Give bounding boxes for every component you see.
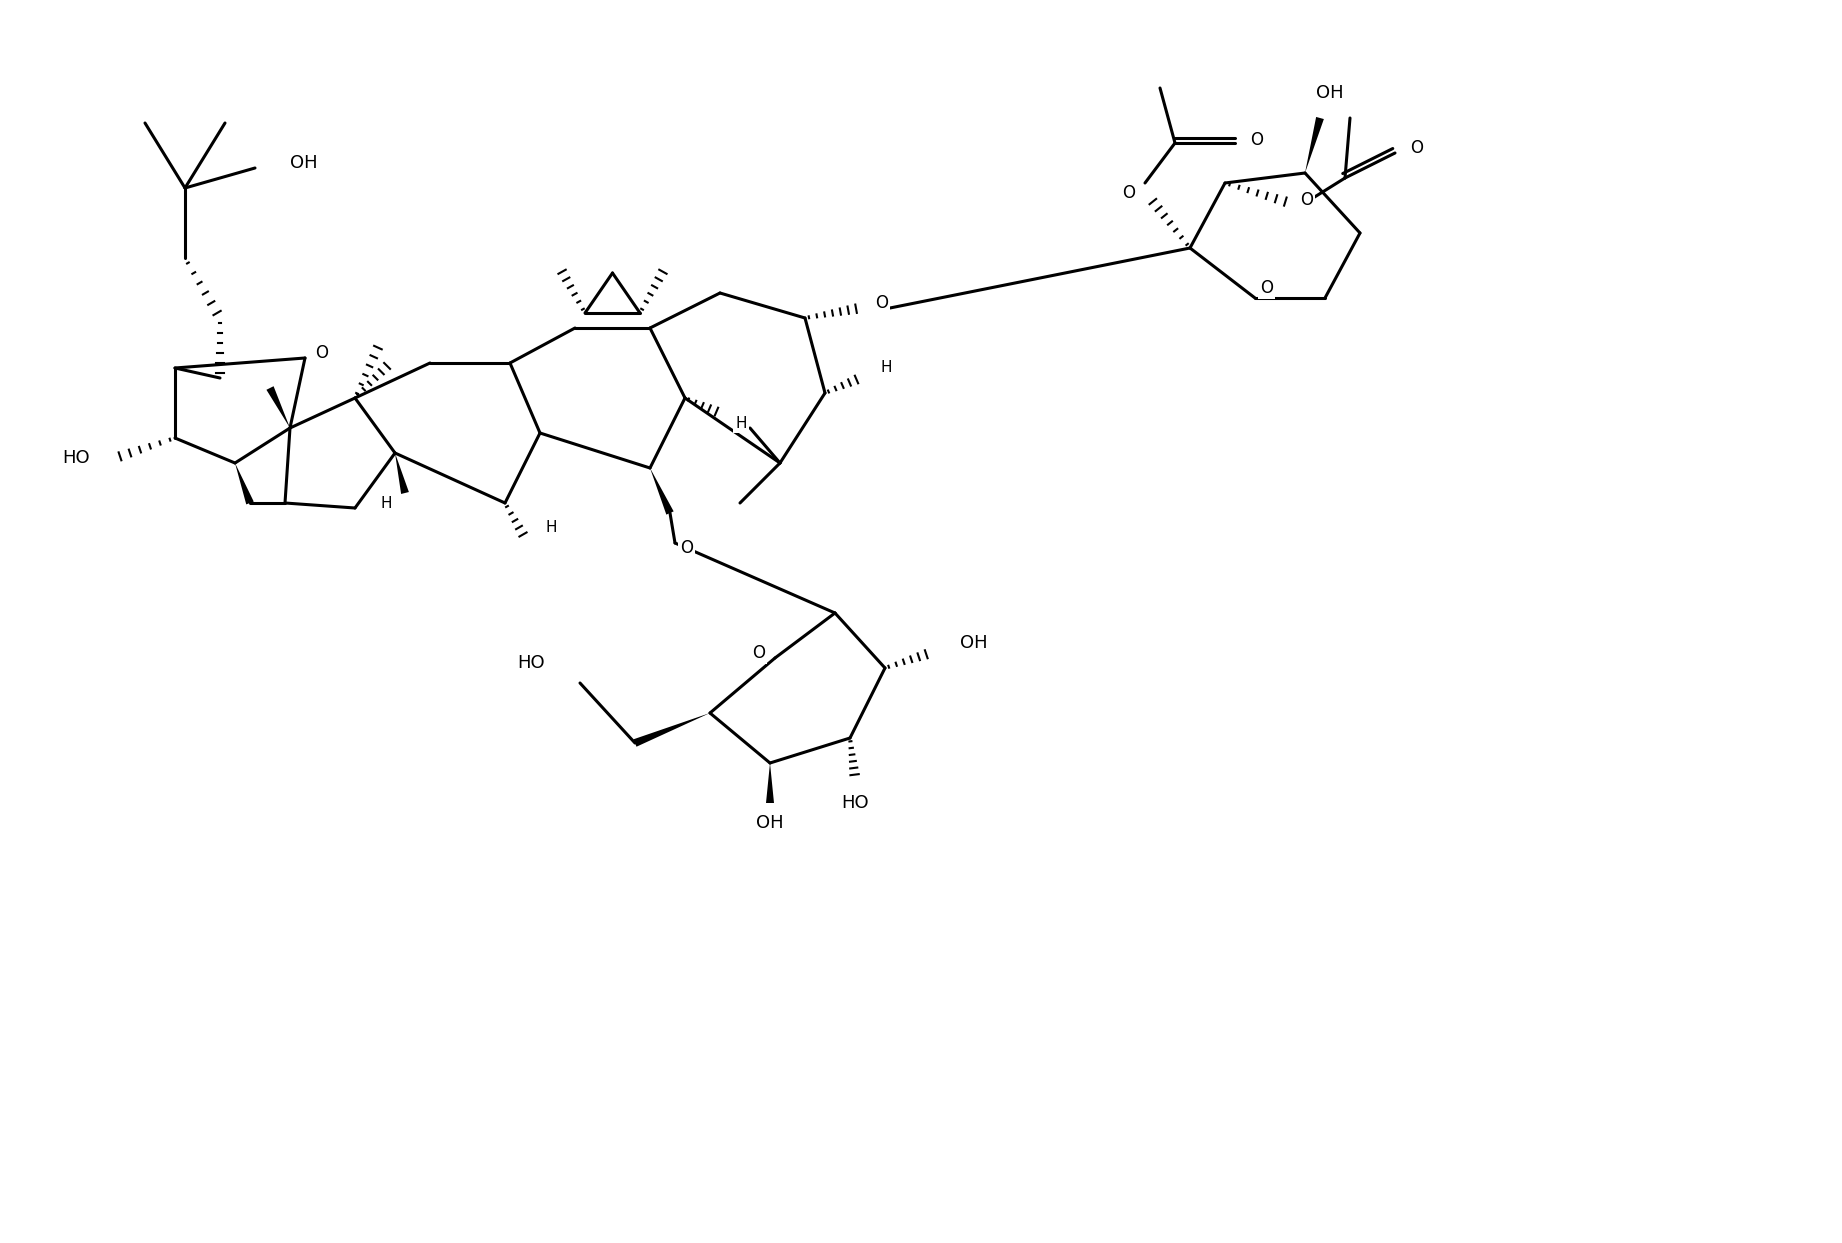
Text: O: O [752,644,764,663]
Text: O: O [1260,278,1273,297]
Text: O: O [1251,131,1264,149]
Text: O: O [1122,184,1135,203]
Text: HO: HO [842,794,869,812]
Text: OH: OH [960,634,987,653]
Text: O: O [1409,139,1424,157]
Text: H: H [379,496,392,511]
Polygon shape [394,452,409,493]
Text: H: H [545,521,556,536]
Text: O: O [875,295,888,312]
Polygon shape [650,469,674,515]
Text: OH: OH [757,814,785,832]
Polygon shape [634,713,709,747]
Text: OH: OH [1317,85,1345,102]
Polygon shape [1304,117,1324,173]
Text: OH: OH [289,154,317,172]
Polygon shape [766,763,774,803]
Text: O: O [680,539,693,557]
Text: O: O [1300,191,1313,209]
Text: H: H [880,360,892,375]
Text: HO: HO [518,654,545,672]
Text: HO: HO [63,449,90,467]
Text: H: H [735,415,746,430]
Polygon shape [236,462,254,505]
Polygon shape [267,387,289,428]
Text: O: O [315,344,328,362]
